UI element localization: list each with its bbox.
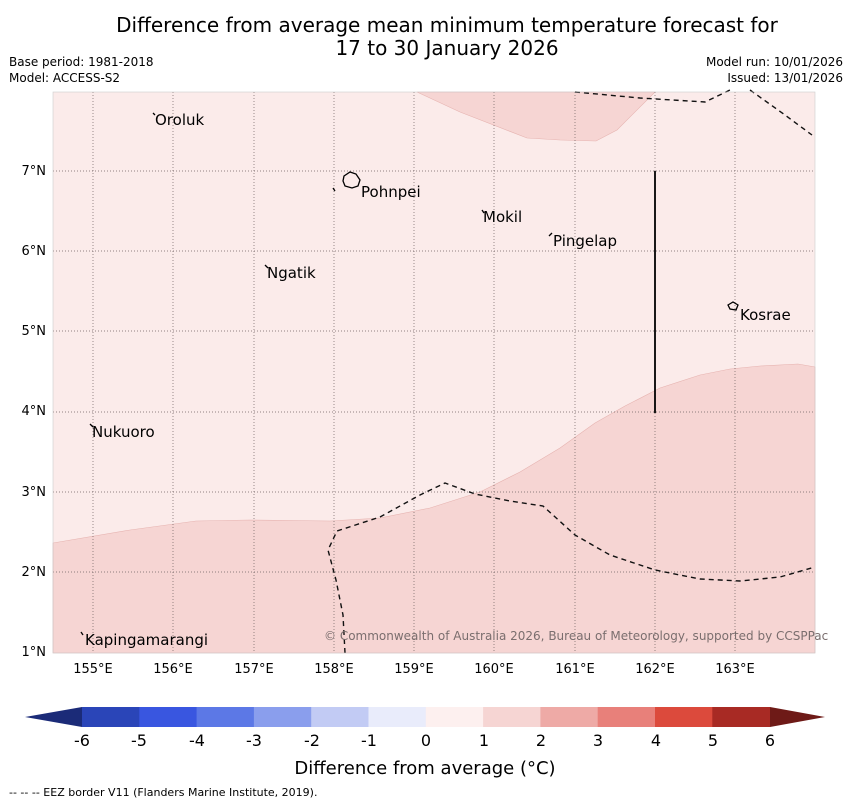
lat-tick-6n: 6°N	[21, 244, 47, 259]
colorbar-cell	[139, 707, 197, 727]
colorbar-extend-left	[25, 707, 82, 727]
lon-tick-161e: 161°E	[555, 662, 595, 677]
lat-tick-5n: 5°N	[21, 324, 47, 339]
colorbar-cell	[483, 707, 541, 727]
cb-tick-3: 3	[592, 731, 604, 750]
cb-tick-4: 4	[650, 731, 662, 750]
map-frame	[52, 91, 816, 654]
lon-tick-158e: 158°E	[314, 662, 354, 677]
kapingamarangi-atoll	[80, 631, 84, 636]
place-kapingamarangi: Kapingamarangi	[85, 631, 209, 649]
map-title: Difference from average mean minimum tem…	[116, 13, 778, 60]
cb-tick-6: 6	[764, 731, 776, 750]
eez-border	[327, 89, 816, 654]
colorbar-label: Difference from average (°C)	[294, 758, 556, 779]
colorbar-cell	[425, 707, 484, 727]
lat-tick-1n: 1°N	[21, 645, 47, 660]
nukuoro-atoll	[89, 423, 94, 428]
issued-date: Issued: 13/01/2026	[727, 71, 843, 85]
mokil-atoll	[481, 209, 485, 214]
colorbar-cell	[712, 707, 770, 727]
graticule	[53, 92, 815, 653]
lon-tick-159e: 159°E	[394, 662, 434, 677]
model-run: Model run: 10/01/2026	[705, 55, 843, 69]
pingelap-atoll	[548, 232, 553, 237]
colorbar-cells	[82, 707, 770, 727]
warm-region-south	[52, 363, 816, 654]
model-name: Model: ACCESS-S2	[9, 71, 121, 85]
place-pingelap: Pingelap	[553, 232, 618, 250]
islands	[80, 112, 739, 636]
kosrae-island	[727, 301, 739, 311]
cb-tick-neg1: -1	[361, 731, 377, 750]
cb-tick-1: 1	[478, 731, 490, 750]
cb-tick-neg2: -2	[304, 731, 320, 750]
lon-tick-157e: 157°E	[234, 662, 274, 677]
colorbar-cell	[368, 707, 427, 727]
lat-tick-7n: 7°N	[21, 164, 47, 179]
cb-tick-5: 5	[707, 731, 719, 750]
lat-tick-3n: 3°N	[21, 485, 47, 500]
place-pohnpei: Pohnpei	[361, 183, 421, 201]
pohnpei-islet	[332, 187, 336, 192]
place-ngatik: Ngatik	[267, 264, 316, 282]
cb-tick-neg6: -6	[74, 731, 90, 750]
colorbar-cell	[82, 707, 140, 727]
cb-tick-neg5: -5	[131, 731, 147, 750]
lat-tick-4n: 4°N	[21, 404, 47, 419]
cb-tick-2: 2	[535, 731, 547, 750]
meta-left: Base period: 1981-2018 Model: ACCESS-S2	[9, 54, 154, 86]
pohnpei-island	[342, 171, 361, 189]
lon-tick-155e: 155°E	[73, 662, 113, 677]
copyright-notice: © Commonwealth of Australia 2026, Bureau…	[324, 629, 829, 643]
place-nukuoro: Nukuoro	[92, 423, 155, 441]
colorbar-cell	[540, 707, 599, 727]
place-oroluk: Oroluk	[155, 111, 205, 129]
base-period: Base period: 1981-2018	[9, 55, 154, 69]
colorbar-cell	[253, 707, 312, 727]
eez-legend-note: -- -- -- EEZ border V11 (Flanders Marine…	[9, 786, 318, 799]
place-kosrae: Kosrae	[740, 306, 791, 324]
lon-tick-163e: 163°E	[715, 662, 755, 677]
lon-tick-160e: 160°E	[474, 662, 514, 677]
colorbar-cell	[311, 707, 369, 727]
ngatik-atoll	[264, 264, 269, 269]
colorbar-cell	[196, 707, 255, 727]
colorbar-extend-right	[770, 707, 825, 727]
place-mokil: Mokil	[483, 208, 523, 226]
oroluk-atoll	[152, 112, 156, 116]
meta-right: Model run: 10/01/2026 Issued: 13/01/2026	[706, 54, 843, 86]
cb-tick-neg4: -4	[189, 731, 205, 750]
colorbar-cell	[597, 707, 656, 727]
lon-tick-156e: 156°E	[153, 662, 193, 677]
colorbar-cell	[655, 707, 713, 727]
cb-tick-0: 0	[420, 731, 432, 750]
cb-tick-neg3: -3	[246, 731, 262, 750]
lat-tick-2n: 2°N	[21, 565, 47, 580]
lon-tick-162e: 162°E	[635, 662, 675, 677]
colorbar	[25, 707, 825, 727]
